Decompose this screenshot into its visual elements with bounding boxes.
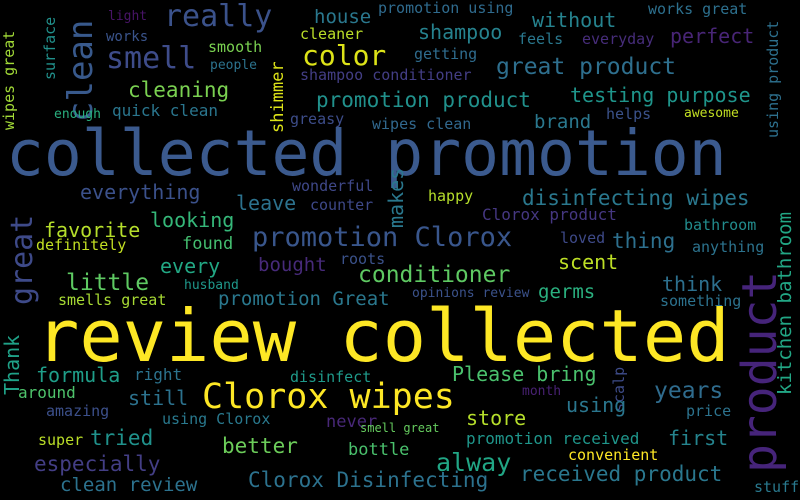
word-alway: alway [436, 448, 512, 477]
word-really: really [164, 0, 273, 34]
word-right: right [134, 365, 183, 384]
word-clorox-wipes: Clorox wipes [202, 377, 455, 417]
word-promotion-using: promotion using [378, 0, 514, 17]
word-roots: roots [340, 250, 386, 268]
word-promotion-clorox: promotion Clorox [252, 222, 513, 253]
word-convenient: convenient [568, 446, 659, 464]
word-review-collected: review collected [36, 294, 730, 378]
word-opinions-review: opinions review [412, 286, 530, 301]
word-color: color [302, 39, 387, 72]
word-leave: leave [236, 191, 297, 215]
word-clorox-product: Clorox product [482, 205, 617, 224]
word-works: works [106, 29, 149, 45]
word-testing-purpose: testing purpose [570, 83, 751, 107]
word-promotion-product: promotion product [316, 88, 531, 112]
word-using-product: using product [764, 20, 782, 138]
word-promotion-great: promotion Great [218, 288, 390, 310]
word-never: never [326, 412, 378, 432]
word-using-clorox: using Clorox [162, 410, 271, 428]
word-light: light [108, 9, 148, 24]
word-something: something [660, 292, 742, 310]
word-husband: husband [184, 278, 239, 293]
word-please-bring: Please bring [452, 362, 597, 386]
word-around: around [18, 383, 76, 402]
word-without: without [532, 8, 617, 32]
word-clorox-disinfecting: Clorox Disinfecting [248, 468, 489, 492]
word-stuff: stuff [754, 478, 800, 496]
word-greasy: greasy [290, 110, 345, 128]
word-kitchen-bathroom: kitchen bathroom [774, 211, 796, 395]
word-brand: brand [534, 111, 592, 133]
word-disinfecting-wipes: disinfecting wipes [522, 186, 750, 210]
word-shimmer: shimmer [268, 61, 288, 133]
word-shampoo-conditioner: shampoo conditioner [300, 66, 472, 84]
word-bottle: bottle [348, 440, 410, 460]
word-bathroom: bathroom [684, 216, 757, 234]
word-wipes-clean: wipes clean [372, 115, 472, 133]
word-especially: especially [34, 452, 161, 476]
word-years: years [654, 378, 724, 404]
word-people: people [210, 58, 257, 73]
word-cleaning: cleaning [128, 78, 230, 102]
word-received-product: received product [520, 462, 723, 486]
word-favorite: favorite [44, 218, 141, 242]
word-super: super [38, 431, 84, 449]
word-wonderful: wonderful [292, 177, 374, 195]
word-everyday: everyday [582, 30, 655, 48]
word-using: using [566, 393, 627, 417]
word-happy: happy [428, 187, 474, 205]
word-makes: makes [384, 167, 408, 228]
word-smell-great: smell great [360, 421, 440, 435]
word-counter: counter [310, 196, 374, 214]
word-better: better [222, 434, 298, 458]
word-house: house [314, 6, 372, 28]
word-everything: everything [80, 180, 201, 204]
word-collected-promotion: collected promotion [6, 117, 727, 190]
word-quick-clean: quick clean [112, 101, 218, 120]
word-cleaner: cleaner [300, 25, 364, 43]
word-feels: feels [518, 30, 564, 48]
word-anything: anything [692, 238, 765, 256]
word-loved: loved [560, 229, 606, 247]
word-still: still [128, 386, 189, 410]
word-every: every [160, 254, 221, 278]
word-promotion-received: promotion received [466, 429, 640, 448]
word-germs: germs [538, 281, 596, 303]
word-bought: bought [258, 254, 327, 276]
word-looking: looking [150, 208, 235, 232]
word-think: think [662, 272, 723, 296]
word-shampoo: shampoo [418, 20, 503, 44]
word-getting: getting [414, 45, 478, 63]
word-awesome: awesome [684, 106, 739, 121]
word-helps: helps [606, 105, 652, 123]
word-surface: surface [41, 16, 59, 80]
word-store: store [466, 406, 527, 430]
word-definitely: definitely [36, 236, 127, 254]
word-smells-great: smells great [58, 291, 167, 309]
word-formula: formula [36, 363, 121, 387]
word-thing: thing [612, 229, 676, 253]
word-amazing: amazing [46, 402, 110, 420]
word-month: month [522, 384, 562, 399]
word-found: found [182, 234, 234, 254]
word-smooth: smooth [208, 38, 263, 56]
word-conditioner: conditioner [358, 262, 511, 288]
word-great: great [5, 214, 40, 305]
word-disinfect: disinfect [290, 368, 372, 386]
word-price: price [686, 402, 732, 420]
word-tried: tried [90, 426, 154, 450]
word-perfect: perfect [670, 24, 755, 48]
word-works-great: works great [648, 0, 748, 18]
word-first: first [668, 426, 729, 450]
word-great-product: great product [496, 54, 677, 80]
word-smell: smell [106, 41, 197, 76]
word-wipes-great: wipes great [0, 30, 18, 130]
word-little: little [66, 270, 150, 296]
word-clean-review: clean review [60, 474, 198, 496]
word-scent: scent [558, 250, 619, 274]
word-enough: enough [54, 107, 101, 122]
